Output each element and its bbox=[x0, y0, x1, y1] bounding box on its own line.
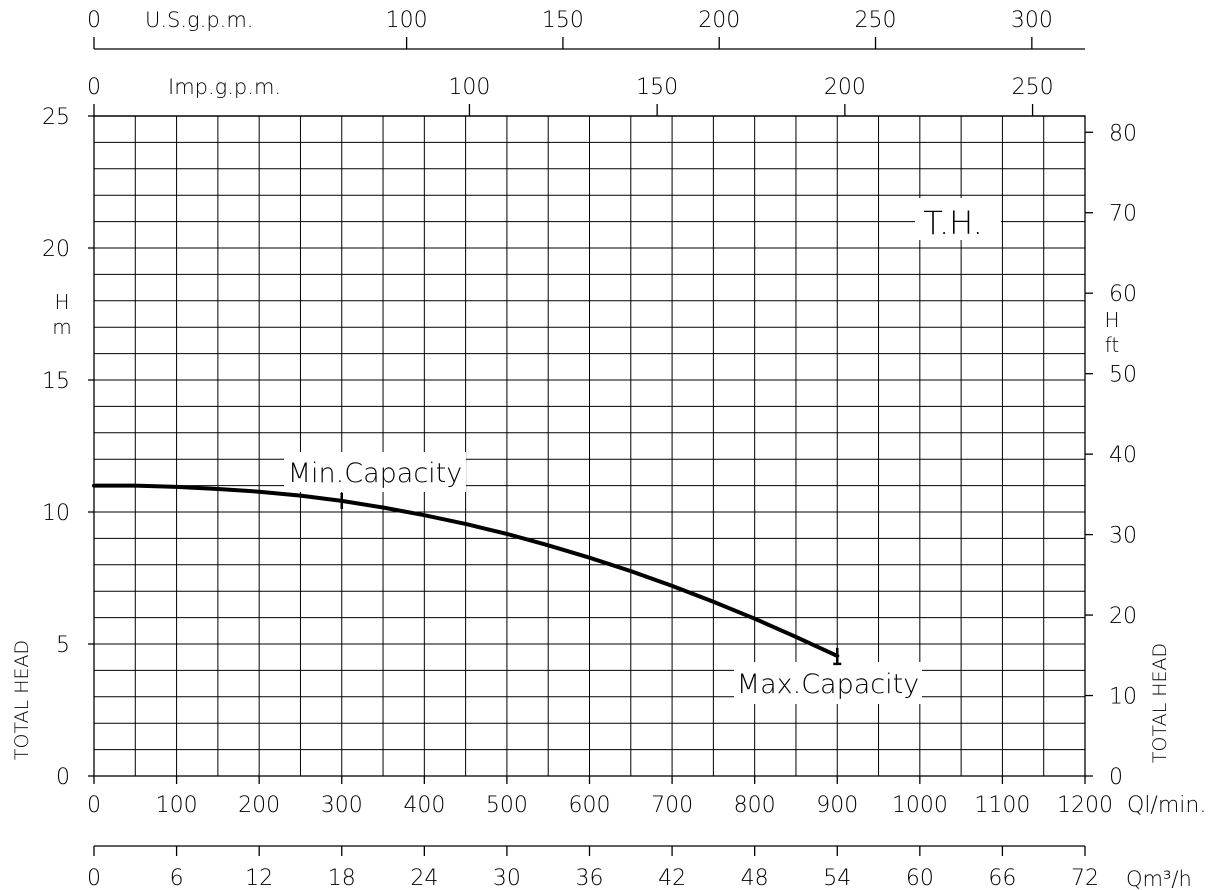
y-tick-label-right: 10 bbox=[1109, 685, 1137, 710]
y-unit-left-h: H bbox=[54, 290, 69, 314]
secondary-axis-tick-label: 66 bbox=[988, 866, 1016, 890]
secondary-axis-tick-label: 0 bbox=[87, 75, 101, 100]
y-axis-title-right: TOTAL HEAD bbox=[1149, 643, 1171, 763]
secondary-axis-tick-label: 60 bbox=[906, 866, 934, 890]
y-axis-title-left: TOTAL HEAD bbox=[11, 640, 33, 760]
curve-layer bbox=[92, 483, 840, 658]
secondary-axis-tick-label: 150 bbox=[636, 75, 678, 100]
secondary-axis-tick-label: 18 bbox=[328, 866, 356, 890]
secondary-axis-tick-label: 200 bbox=[698, 8, 740, 33]
y-tick-label-left: 15 bbox=[42, 369, 70, 394]
y-unit-right-ft: ft bbox=[1105, 333, 1120, 357]
secondary-axis-unit-label: U.S.g.p.m. bbox=[145, 8, 253, 32]
secondary-axis-unit-label: Qm³/h bbox=[1126, 867, 1192, 890]
secondary-axis-tick-label: 250 bbox=[1012, 75, 1054, 100]
x-tick-label: 500 bbox=[486, 793, 528, 818]
secondary-axis-tick-label: 12 bbox=[245, 866, 273, 890]
y-tick-label-left: 10 bbox=[42, 501, 70, 526]
secondary-axis-tick-label: 0 bbox=[87, 8, 101, 33]
y-tick-label-right: 0 bbox=[1109, 765, 1123, 790]
y-tick-label-left: 0 bbox=[56, 765, 70, 790]
series-label-bg bbox=[915, 198, 1001, 240]
axis-labels: 0 100 200 300 400 500 600 700 800 900 1000 1100 1200… bbox=[11, 8, 1206, 890]
y-unit-left-m: m bbox=[52, 315, 71, 339]
x-tick-label: 200 bbox=[238, 793, 280, 818]
y-unit-right-h: H bbox=[1104, 308, 1119, 332]
x-tick-label: 0 bbox=[87, 793, 101, 818]
secondary-axis-tick-label: 24 bbox=[410, 866, 438, 890]
x-tick-label: 100 bbox=[156, 793, 198, 818]
y-tick-label-right: 60 bbox=[1109, 282, 1137, 307]
x-tick-label: 1100 bbox=[974, 793, 1030, 818]
th-curve bbox=[92, 483, 840, 658]
y-tick-label-right: 70 bbox=[1109, 202, 1137, 227]
y-tick-label-right: 50 bbox=[1109, 363, 1137, 388]
annotation-label: Min.Capacity bbox=[288, 458, 463, 489]
x-axis-unit-label: Ql/min. bbox=[1127, 793, 1206, 818]
secondary-axis-tick-label: 48 bbox=[741, 866, 769, 890]
y-tick-label-left: 5 bbox=[56, 633, 70, 658]
x-tick-label: 1200 bbox=[1057, 793, 1113, 818]
x-tick-label: 700 bbox=[651, 793, 693, 818]
secondary-axis-tick-label: 30 bbox=[493, 866, 521, 890]
x-tick-label: 900 bbox=[816, 793, 858, 818]
secondary-axis-unit-label: Imp.g.p.m. bbox=[168, 75, 281, 99]
x-tick-label: 1000 bbox=[892, 793, 948, 818]
annotation-label: Max.Capacity bbox=[737, 669, 919, 700]
x-tick-label: 300 bbox=[321, 793, 363, 818]
secondary-axis-tick-label: 54 bbox=[823, 866, 851, 890]
secondary-axis-tick-label: 150 bbox=[542, 8, 584, 33]
secondary-axis-tick-label: 72 bbox=[1071, 866, 1099, 890]
annotation-label-bg bbox=[734, 662, 922, 704]
axes bbox=[88, 37, 1093, 856]
secondary-axis-tick-label: 200 bbox=[824, 75, 866, 100]
y-tick-label-right: 40 bbox=[1109, 443, 1137, 468]
secondary-axis-tick-label: 300 bbox=[1011, 8, 1053, 33]
secondary-axis-tick-label: 100 bbox=[448, 75, 490, 100]
y-tick-label-left: 20 bbox=[42, 237, 70, 262]
secondary-axis-tick-label: 6 bbox=[170, 866, 184, 890]
y-tick-label-right: 80 bbox=[1109, 121, 1137, 146]
annotations: T.H. Min.Capacity Max.Capacity bbox=[284, 198, 1001, 704]
x-tick-label: 600 bbox=[569, 793, 611, 818]
y-tick-label-left: 25 bbox=[42, 105, 70, 130]
x-tick-label: 800 bbox=[734, 793, 776, 818]
annotation-label-bg bbox=[284, 452, 466, 492]
y-tick-label-right: 30 bbox=[1109, 524, 1137, 549]
series-label: T.H. bbox=[923, 204, 983, 242]
secondary-axis-tick-label: 250 bbox=[855, 8, 897, 33]
y-tick-label-right: 20 bbox=[1109, 604, 1137, 629]
secondary-axis-tick-label: 100 bbox=[386, 8, 428, 33]
secondary-axis-tick-label: 0 bbox=[87, 866, 101, 890]
secondary-axis-tick-label: 42 bbox=[658, 866, 686, 890]
secondary-axis-tick-label: 36 bbox=[576, 866, 604, 890]
x-tick-label: 400 bbox=[403, 793, 445, 818]
